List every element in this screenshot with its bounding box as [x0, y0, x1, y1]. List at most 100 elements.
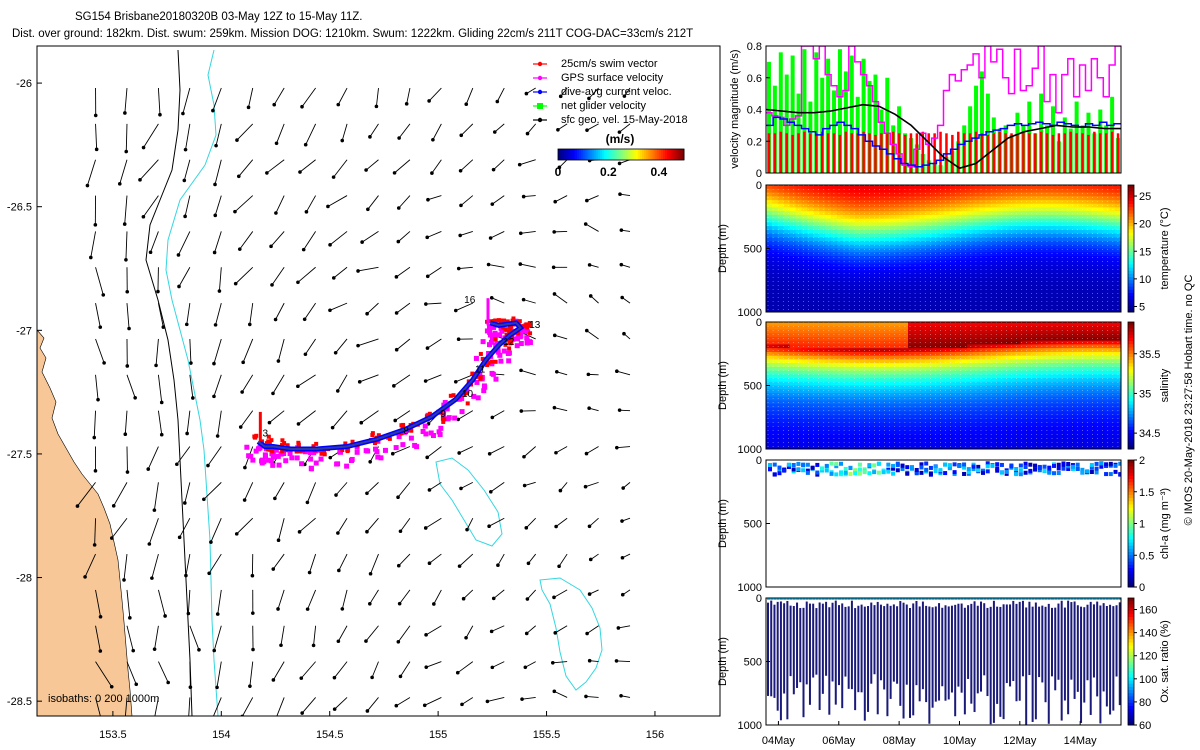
- section-cell: [866, 274, 874, 279]
- geo-arrow: [185, 123, 191, 150]
- geo-arrow-head: [525, 597, 530, 601]
- section-cell: [1073, 199, 1081, 205]
- section-cell: [783, 366, 791, 372]
- scale-swatch: [600, 149, 603, 160]
- section-cell: [860, 336, 868, 342]
- section-cell: [967, 363, 974, 368]
- section-cell: [854, 229, 862, 235]
- section-cell: [908, 237, 915, 242]
- section-cell: [1002, 378, 1010, 383]
- geo-arrow-head: [332, 675, 337, 680]
- colorbar-label: temperature (°C): [1159, 207, 1171, 289]
- section-cell: [902, 396, 909, 402]
- section-cell: [913, 226, 921, 231]
- geo-arrow-head: [520, 697, 524, 701]
- section-cell: [789, 348, 797, 353]
- geo-arrow: [618, 625, 631, 629]
- geo-arrow: [425, 302, 442, 305]
- section-cell: [860, 203, 868, 209]
- section-cell: [1002, 370, 1010, 375]
- section-cell: [801, 322, 809, 327]
- section-cell: [1079, 244, 1087, 250]
- section-cell: [1008, 308, 1016, 312]
- section-cell: [1050, 304, 1057, 309]
- section-cell: [1109, 211, 1116, 216]
- section-cell: [878, 278, 885, 283]
- section-cell: [1109, 278, 1116, 283]
- section-cell: [854, 259, 862, 265]
- section-cell: [961, 282, 968, 287]
- isobath-legend: isobaths: 0 200 1000m: [48, 693, 159, 705]
- section-cell: [848, 336, 856, 342]
- swim-speed-bar: [1045, 133, 1049, 173]
- velocity-ytick-label: 0.6: [747, 73, 762, 85]
- section-cell: [1067, 244, 1075, 250]
- section-cell: [783, 226, 791, 231]
- section-cell: [949, 419, 956, 424]
- section-cell: [990, 267, 998, 272]
- section-cell: [771, 370, 779, 375]
- section-cell: [831, 355, 838, 360]
- section-cell: [825, 437, 832, 443]
- section-cell: [1008, 304, 1016, 309]
- section-cell: [819, 411, 826, 416]
- section-cell: [990, 363, 998, 368]
- section-cell: [866, 289, 874, 294]
- section-cell: [984, 385, 992, 390]
- section-cell: [884, 211, 891, 216]
- section-cell: [866, 263, 874, 268]
- section-cell: [795, 304, 803, 309]
- section-cell: [878, 192, 885, 197]
- section-cell: [1032, 359, 1039, 364]
- section-cell: [848, 396, 856, 402]
- section-cell: [919, 385, 927, 390]
- section-cell: [795, 351, 803, 357]
- section-cell: [984, 259, 992, 265]
- section-cell: [979, 359, 986, 364]
- section-cell: [913, 218, 921, 223]
- section-cell: [896, 241, 903, 246]
- section-cell: [990, 437, 998, 443]
- section-cell: [848, 389, 856, 394]
- section-cell: [919, 255, 927, 261]
- geo-arrow: [151, 553, 159, 579]
- geo-arrow: [157, 589, 166, 617]
- section-cell: [801, 374, 809, 379]
- section-cell: [831, 248, 838, 253]
- section-cell: [842, 199, 850, 205]
- section-cell: [819, 422, 826, 428]
- section-cell: [919, 363, 927, 368]
- geo-arrow: [406, 87, 411, 104]
- section-cell: [789, 400, 797, 405]
- section-cell: [842, 407, 850, 413]
- section-cell: [789, 278, 797, 283]
- section-cell: [795, 248, 803, 253]
- section-cell: [943, 241, 951, 246]
- section-cell: [848, 411, 856, 416]
- section-cell: [925, 396, 933, 402]
- section-cell: [819, 233, 826, 238]
- section-cell: [860, 308, 868, 312]
- section-cell: [807, 196, 814, 201]
- section-cell: [979, 336, 986, 342]
- geo-arrow-head: [240, 390, 244, 394]
- swim-vector-mark: [509, 335, 514, 340]
- section-cell: [1020, 300, 1027, 306]
- section-cell: [1050, 203, 1057, 209]
- section-cell: [1002, 437, 1010, 443]
- section-cell: [1044, 233, 1051, 238]
- section-cell: [984, 340, 992, 346]
- section-cell: [884, 370, 891, 375]
- section-cell: [860, 359, 868, 364]
- section-cell: [961, 407, 968, 413]
- section-cell: [878, 434, 885, 439]
- geo-arrow-head: [207, 571, 211, 576]
- section-cell: [842, 222, 850, 227]
- section-cell: [819, 426, 826, 431]
- section-cell: [884, 203, 891, 209]
- geo-arrow-head: [550, 660, 555, 665]
- map-xtick-label: 156: [646, 729, 664, 741]
- section-cell: [801, 441, 809, 446]
- section-cell: [866, 389, 874, 394]
- section-cell: [1008, 322, 1016, 327]
